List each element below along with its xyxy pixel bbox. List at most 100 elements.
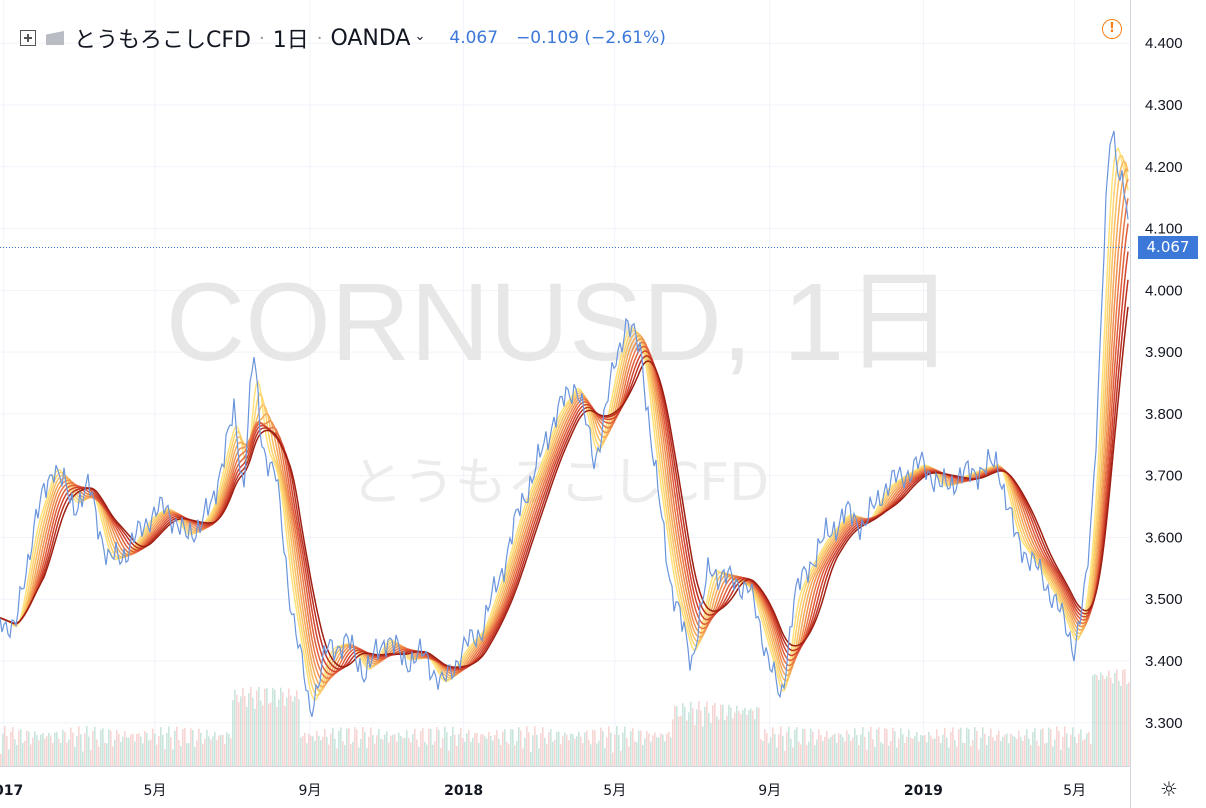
volume-bar xyxy=(1094,673,1096,766)
compare-symbol-icon[interactable] xyxy=(20,30,36,46)
volume-bar xyxy=(624,726,626,766)
volume-bar xyxy=(958,729,960,766)
volume-bar xyxy=(698,701,700,766)
volume-bar xyxy=(478,742,480,766)
volume-bar xyxy=(164,749,166,766)
volume-bar xyxy=(62,729,64,766)
interval-label[interactable]: 1日 xyxy=(272,28,309,53)
volume-bar xyxy=(932,738,934,766)
volume-bar xyxy=(900,728,902,766)
volume-bar xyxy=(930,735,932,766)
volume-bar xyxy=(968,728,970,766)
volume-bar xyxy=(102,728,104,766)
volume-bar xyxy=(782,736,784,766)
volume-bar xyxy=(872,739,874,766)
volume-bar xyxy=(882,743,884,766)
volume-bar xyxy=(688,712,690,766)
volume-bar xyxy=(194,746,196,766)
volume-bar xyxy=(860,734,862,766)
volume-bar xyxy=(188,743,190,766)
volume-bar xyxy=(778,734,780,766)
volume-bar xyxy=(26,730,28,766)
volume-bar xyxy=(1114,672,1116,766)
volume-bar xyxy=(812,731,814,766)
volume-bar xyxy=(1020,737,1022,766)
volume-bar xyxy=(962,742,964,766)
volume-bar xyxy=(370,727,372,766)
volume-bar xyxy=(1096,675,1098,766)
y-tick-label: 4.000 xyxy=(1145,282,1183,299)
volume-bar xyxy=(210,739,212,766)
volume-bar xyxy=(172,749,174,766)
volume-bar xyxy=(1030,745,1032,766)
volume-bar xyxy=(1046,742,1048,766)
volume-bar xyxy=(736,705,738,766)
y-tick-label: 3.800 xyxy=(1145,406,1183,423)
volume-bar xyxy=(786,731,788,766)
volume-bar xyxy=(524,737,526,766)
volume-bar xyxy=(1104,679,1106,766)
symbol-name[interactable]: とうもろこしCFD xyxy=(74,28,251,53)
volume-bar xyxy=(1002,736,1004,766)
volume-bar xyxy=(928,731,930,766)
volume-bar xyxy=(364,732,366,766)
volume-bar xyxy=(732,718,734,766)
volume-bar xyxy=(388,742,390,766)
exchange-label[interactable]: OANDA xyxy=(330,25,411,51)
volume-bar xyxy=(756,706,758,766)
volume-bar xyxy=(456,746,458,766)
volume-bar xyxy=(58,738,60,766)
volume-bar xyxy=(588,739,590,766)
volume-bar xyxy=(228,734,230,766)
volume-bar xyxy=(810,728,812,766)
volume-bar xyxy=(1118,680,1120,766)
volume-bar xyxy=(394,734,396,766)
settings-sun-icon[interactable]: ☼ xyxy=(1160,777,1178,801)
volume-bar xyxy=(512,729,514,766)
volume-bar xyxy=(720,704,722,766)
volume-bar xyxy=(1006,733,1008,766)
flag-icon[interactable] xyxy=(46,31,64,45)
volume-bar xyxy=(196,740,198,766)
volume-bar xyxy=(948,747,950,766)
last-price-tag: 4.067 xyxy=(1138,236,1198,259)
volume-bar xyxy=(820,735,822,766)
volume-bar xyxy=(144,730,146,766)
volume-bar xyxy=(886,728,888,766)
time-axis[interactable]: 2017 5月 9月 2018 5月 9月 2019 5月 xyxy=(0,783,1086,799)
volume-bar xyxy=(186,743,188,766)
volume-bar xyxy=(686,720,688,766)
volume-bar xyxy=(632,728,634,766)
volume-bar xyxy=(764,729,766,766)
volume-bar xyxy=(84,733,86,766)
volume-bar xyxy=(42,732,44,766)
volume-bar xyxy=(6,736,8,766)
volume-bar xyxy=(256,690,258,766)
price-axis[interactable]: 3.300 3.400 3.500 3.600 3.700 3.800 3.900 4.000… xyxy=(1145,35,1183,732)
volume-bar xyxy=(674,705,676,766)
volume-bar xyxy=(1122,669,1124,766)
volume-bar xyxy=(520,730,522,766)
volume-bar xyxy=(768,743,770,766)
chevron-down-icon[interactable]: ⌄ xyxy=(414,28,426,44)
volume-bar xyxy=(550,728,552,766)
alert-icon[interactable]: ! xyxy=(1102,19,1122,39)
volume-bar xyxy=(510,729,512,766)
volume-bar xyxy=(464,741,466,766)
volume-bar xyxy=(1116,669,1118,766)
volume-bar xyxy=(208,736,210,766)
volume-bar xyxy=(248,693,250,766)
volume-bar xyxy=(400,735,402,766)
volume-bar xyxy=(834,733,836,766)
volume-bar xyxy=(436,727,438,766)
volume-bar xyxy=(706,701,708,766)
volume-bar xyxy=(874,746,876,766)
volume-bar xyxy=(944,727,946,766)
volume-bar xyxy=(4,726,6,766)
volume-bar xyxy=(1018,730,1020,766)
volume-bar xyxy=(1056,726,1058,766)
volume-bar xyxy=(996,734,998,766)
volume-bar xyxy=(700,710,702,766)
volume-bar xyxy=(942,734,944,766)
